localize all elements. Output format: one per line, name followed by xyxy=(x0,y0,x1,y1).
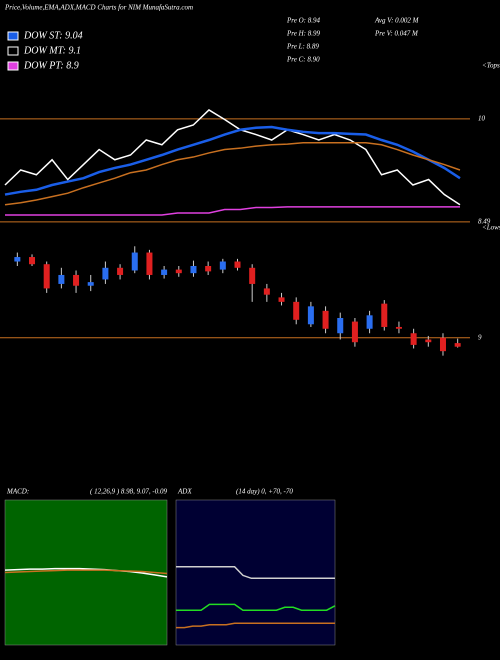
series-line xyxy=(5,206,460,216)
info-text: Pre H: 8.99 xyxy=(286,30,320,38)
legend-label: DOW MT: 9.1 xyxy=(23,45,81,56)
y-tick-label: 9 xyxy=(478,333,482,341)
legend-swatch xyxy=(7,31,19,41)
series-line xyxy=(4,125,461,196)
candle-body xyxy=(322,310,329,329)
series-line xyxy=(4,569,168,575)
candle-body xyxy=(234,261,241,268)
panel-subtitle: ( 12,26,9 ) 8.98, 9.07, -0.09 xyxy=(90,488,167,496)
y-tick-label: 8.49 xyxy=(478,217,491,225)
candle-body xyxy=(219,261,226,270)
info-text: Pre L: 8.89 xyxy=(286,43,319,51)
series-line xyxy=(176,603,336,611)
candle-body xyxy=(351,321,358,343)
panel-subtitle: (14 day) 0, +70, -70 xyxy=(236,488,293,496)
candle-body xyxy=(366,315,373,329)
series-line xyxy=(4,567,168,578)
candle-body xyxy=(425,339,432,343)
candle-body xyxy=(263,288,270,295)
candle-body xyxy=(307,306,314,325)
candle-body xyxy=(249,267,256,284)
candle-body xyxy=(395,326,402,329)
series-line xyxy=(176,622,335,629)
candle-body xyxy=(454,343,461,347)
candle-body xyxy=(278,297,285,302)
page-title: Price,Volume,EMA,ADX,MACD Charts for NIM… xyxy=(4,4,193,12)
info-text: Pre V: 0.047 M xyxy=(374,30,419,38)
candle-body xyxy=(337,318,344,334)
candle-body xyxy=(43,264,50,289)
candle-body xyxy=(102,267,109,280)
panel-title: MACD: xyxy=(6,488,29,496)
candle-body xyxy=(205,266,212,272)
info-text: Pre C: 8.90 xyxy=(286,56,320,64)
candle-body xyxy=(58,274,65,284)
candle-body xyxy=(381,303,388,327)
info-text: Avg V: 0.002 M xyxy=(374,17,420,25)
series-line xyxy=(4,141,461,206)
candle-body xyxy=(410,333,417,345)
y-tick-label: 10 xyxy=(478,114,486,122)
candle-body xyxy=(73,274,80,286)
candle-body xyxy=(14,257,21,262)
candle-body xyxy=(293,301,300,320)
legend-swatch xyxy=(7,61,19,71)
legend-swatch xyxy=(7,46,19,56)
candle-body xyxy=(87,282,94,286)
candle-body xyxy=(117,267,124,275)
candle-body xyxy=(439,337,446,352)
candle-body xyxy=(146,252,153,275)
panel-title: ADX xyxy=(177,488,192,496)
annotation: <Lows xyxy=(482,224,500,232)
candle-body xyxy=(190,266,197,274)
annotation: <Tops xyxy=(482,62,500,70)
series-line xyxy=(176,565,335,580)
candle-body xyxy=(161,269,168,275)
legend-label: DOW ST: 9.04 xyxy=(23,30,83,41)
info-text: Pre O: 8.94 xyxy=(286,17,320,25)
legend-label: DOW PT: 8.9 xyxy=(23,60,79,71)
candle-body xyxy=(175,269,182,274)
candle-body xyxy=(29,257,36,265)
candle-body xyxy=(131,252,138,271)
series-line xyxy=(4,109,461,206)
panel-background xyxy=(175,499,336,646)
